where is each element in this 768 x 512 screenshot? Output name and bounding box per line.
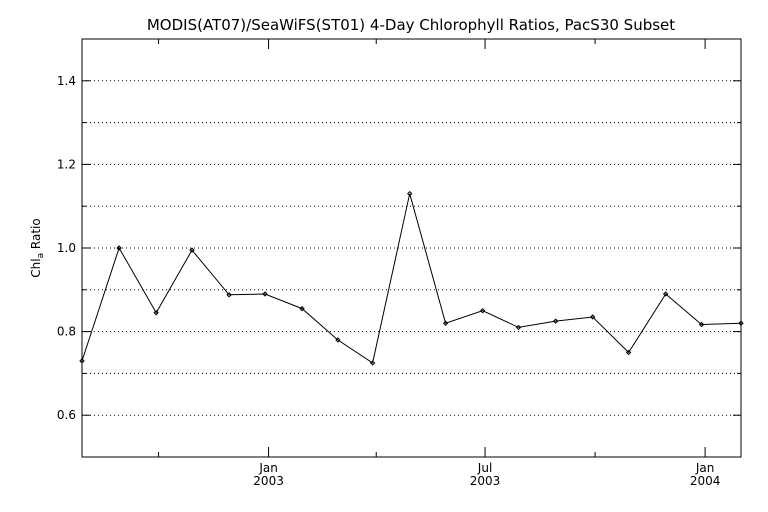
data-point	[153, 310, 159, 316]
data-point	[738, 320, 744, 326]
data-point	[515, 324, 522, 331]
data-point	[299, 305, 305, 312]
data-point	[662, 291, 669, 297]
x-tick-label-month: Jan	[695, 461, 715, 475]
y-axis-label: Chla Ratio	[29, 218, 46, 277]
y-axis: 0.6 0.8 1.0 1.2 1.4	[57, 38, 741, 422]
data-point	[589, 314, 596, 320]
x-tick-label-month: Jan	[258, 461, 278, 475]
data-point	[369, 360, 376, 366]
y-tick-label: 1.0	[57, 241, 76, 255]
data-point	[226, 292, 232, 298]
y-tick-label: 0.8	[57, 325, 76, 339]
x-tick-label-month: Jul	[477, 461, 492, 475]
data-point	[625, 349, 632, 356]
y-tick-label: 1.2	[57, 157, 76, 171]
chart-title: MODIS(AT07)/SeaWiFS(ST01) 4-Day Chloroph…	[147, 16, 675, 34]
data-point	[698, 321, 705, 328]
data-point	[79, 358, 85, 364]
gridlines	[82, 80, 741, 416]
data-point	[189, 247, 195, 253]
x-tick-label-year: 2003	[253, 474, 284, 488]
data-point	[479, 307, 486, 314]
data-point	[442, 320, 449, 326]
series-line	[81, 193, 742, 364]
data-point	[335, 337, 341, 343]
data-point	[406, 190, 413, 197]
data-point	[116, 245, 122, 251]
y-tick-label: 0.6	[57, 408, 76, 422]
data-point	[552, 318, 559, 324]
x-tick-label-year: 2003	[470, 474, 501, 488]
series-line-group	[79, 190, 744, 366]
data-point	[262, 291, 268, 297]
x-tick-label-year: 2004	[690, 474, 721, 488]
y-tick-label: 1.4	[57, 74, 76, 88]
